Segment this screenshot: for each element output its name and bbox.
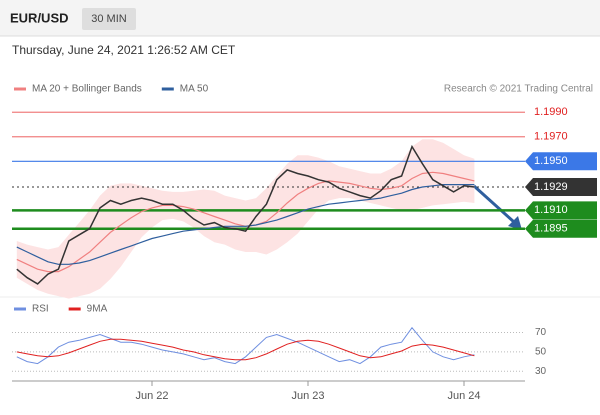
rsi-line	[16, 338, 475, 361]
level-label: 1.1910	[534, 204, 568, 216]
x-tick-label: Jun 23	[291, 390, 324, 402]
bollinger-band	[16, 139, 475, 299]
timeframe-button[interactable]	[82, 8, 136, 30]
legend-label: RSI	[32, 304, 49, 315]
source: Research © 2021 Trading Central	[444, 84, 593, 95]
legend-label: 9MA	[87, 304, 108, 315]
price-line	[16, 144, 475, 285]
x-tick-label: Jun 24	[447, 390, 480, 402]
timestamp: Thursday, June 24, 2021 1:26:52 AM CET	[12, 43, 236, 57]
y-tick-label: 70	[535, 327, 547, 338]
level-label: 1.1929	[534, 181, 568, 193]
y-tick-label: 50	[535, 347, 547, 358]
y-tick-label: 30	[535, 366, 547, 377]
level-label: 1.1990	[534, 106, 568, 118]
legend-label: MA 20 + Bollinger Bands	[32, 84, 142, 95]
rsi-line	[16, 326, 475, 365]
timeframe[interactable]: 30 MIN	[91, 13, 127, 25]
level-label: 1.1970	[534, 131, 568, 143]
level-tag	[525, 152, 597, 171]
forecast-arrow	[472, 184, 516, 224]
level-label: 1.1895	[534, 223, 568, 235]
x-tick-label: Jun 22	[135, 390, 168, 402]
level-tag	[525, 219, 597, 238]
legend-label: MA 50	[180, 84, 209, 95]
level-tag	[525, 178, 597, 197]
level-label: 1.1950	[534, 155, 568, 167]
forecast-arrowhead	[508, 216, 522, 230]
ma-line	[16, 184, 475, 265]
level-tag	[525, 201, 597, 220]
symbol: EUR/USD	[10, 10, 69, 25]
